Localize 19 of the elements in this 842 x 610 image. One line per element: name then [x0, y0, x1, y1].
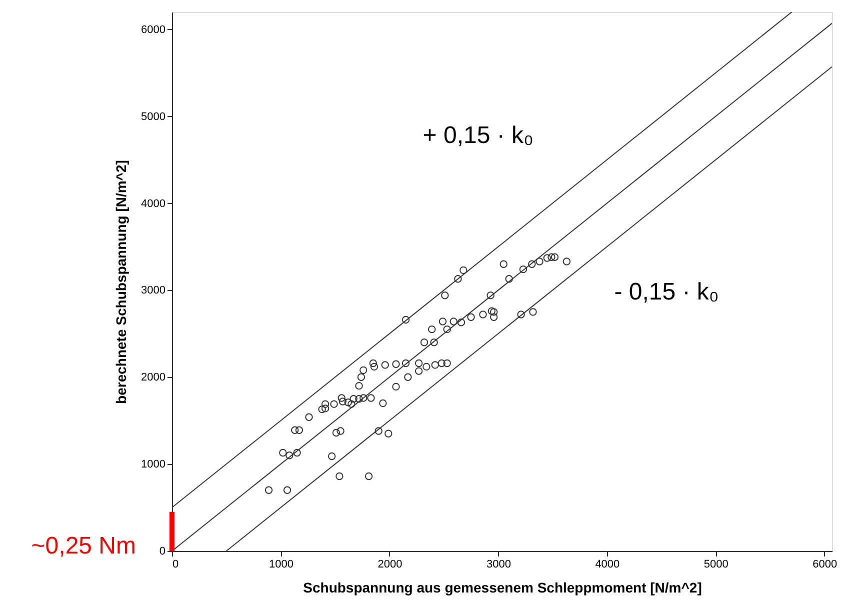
y-tick-label: 1000 [141, 458, 166, 471]
x-axis-title: Schubspannung aus gemessenem Schleppmoment [N/m^2] [303, 580, 702, 596]
y-tick-label: 4000 [141, 198, 166, 210]
x-tick-label: 2000 [378, 558, 402, 570]
x-tick-label: 3000 [486, 558, 511, 570]
x-tick-label: 6000 [812, 558, 838, 570]
y-tick-label: 3000 [141, 284, 166, 297]
annotation: + 0,15 · k₀ [422, 122, 534, 149]
x-tick-label: 5000 [704, 558, 728, 570]
x-tick-label: 1000 [268, 558, 294, 570]
y-tick-label: 5000 [141, 110, 166, 123]
x-tick-label: 0 [172, 558, 179, 570]
y-tick-label: 0 [159, 546, 166, 558]
series-label: ~0,25 Nm [31, 532, 136, 560]
y-axis-title: berechnete Schubspannung [N/m^2] [113, 160, 130, 404]
y-tick-label: 6000 [141, 24, 166, 36]
annotation: - 0,15 · k₀ [614, 278, 719, 306]
y-tick-label: 2000 [141, 372, 166, 384]
x-tick-label: 4000 [595, 558, 620, 570]
